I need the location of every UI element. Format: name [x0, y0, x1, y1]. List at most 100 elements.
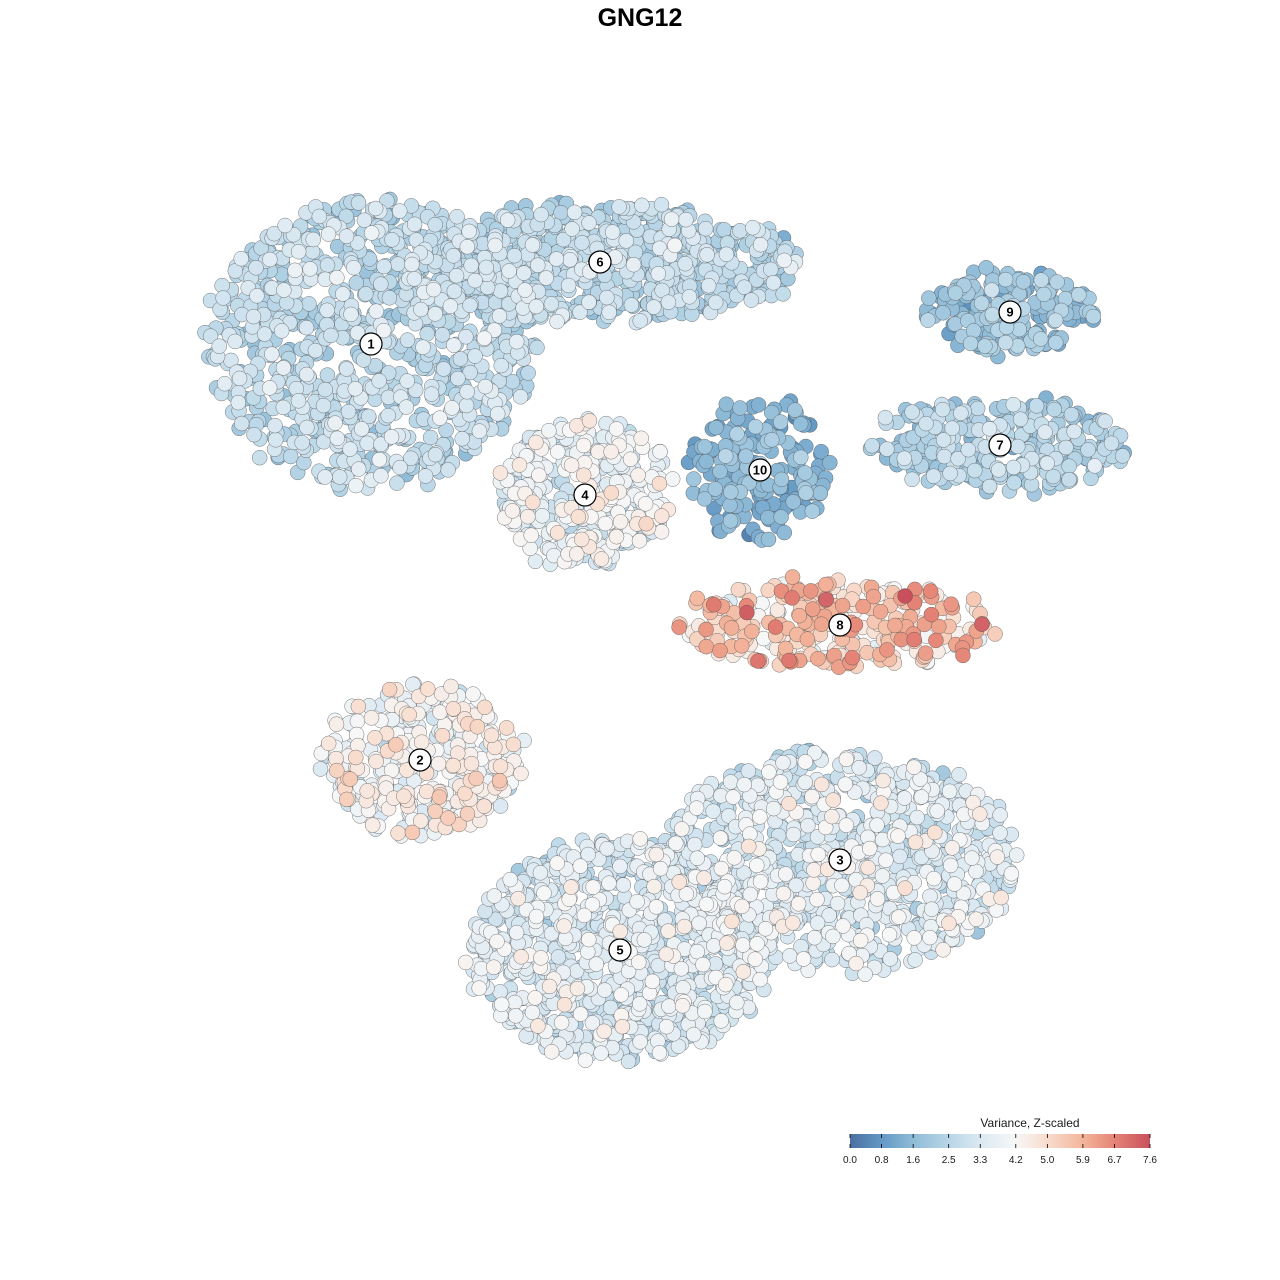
cell-point — [463, 755, 480, 772]
cell-point — [566, 204, 583, 221]
cell-point — [795, 951, 812, 967]
cell-point — [427, 306, 443, 322]
cell-point — [644, 973, 661, 990]
cell-point — [944, 420, 960, 436]
cell-point — [249, 288, 265, 304]
cell-point — [572, 858, 589, 874]
cell-point — [752, 236, 769, 253]
cell-point — [761, 764, 777, 780]
cell-point — [317, 469, 333, 485]
cell-point — [601, 875, 617, 891]
cell-point — [1015, 274, 1032, 290]
cell-point — [396, 788, 412, 804]
cell-point — [890, 828, 906, 844]
cell-point — [368, 303, 385, 319]
cell-point — [698, 453, 714, 470]
cell-point — [892, 848, 908, 865]
cell-point — [427, 216, 443, 233]
cell-point — [348, 749, 364, 766]
cell-point — [315, 397, 332, 414]
cell-point — [528, 298, 544, 315]
cell-point — [881, 926, 898, 943]
cell-point — [1087, 458, 1103, 474]
cell-point — [467, 272, 483, 289]
cell-point — [736, 776, 752, 793]
cell-point — [498, 720, 515, 736]
cell-point — [233, 250, 249, 267]
cell-point — [1071, 287, 1087, 303]
cell-point — [706, 938, 722, 954]
cell-point — [633, 430, 649, 447]
cell-point — [879, 441, 895, 457]
cell-point — [343, 306, 359, 323]
cell-point — [298, 319, 315, 336]
cell-point — [960, 441, 977, 458]
cell-point — [294, 434, 310, 451]
cell-point — [882, 951, 898, 967]
cell-point — [648, 899, 665, 915]
cell-point — [398, 399, 415, 415]
cell-point — [364, 817, 381, 833]
cell-point — [707, 481, 724, 497]
cell-point — [359, 783, 375, 799]
cell-point — [211, 338, 227, 354]
cell-point — [648, 846, 665, 863]
cell-point — [603, 485, 620, 501]
cell-point — [564, 221, 580, 237]
cell-point — [969, 400, 986, 417]
cell-point — [505, 736, 522, 753]
cell-point — [517, 282, 533, 298]
cell-point — [615, 877, 632, 893]
cell-point — [878, 852, 894, 868]
cell-point — [760, 582, 777, 599]
cell-point — [459, 806, 476, 822]
cell-point — [383, 429, 400, 445]
cell-point — [1061, 458, 1077, 474]
cell-point — [549, 313, 565, 330]
cell-point — [965, 591, 982, 607]
cell-point — [835, 918, 851, 934]
cell-point — [997, 334, 1014, 351]
cell-point — [327, 415, 343, 431]
cell-point — [550, 444, 566, 460]
cell-point — [264, 346, 280, 362]
cell-point — [909, 809, 925, 826]
cell-point — [530, 1018, 546, 1034]
cell-point — [646, 878, 662, 895]
cell-point — [838, 817, 855, 833]
cell-point — [458, 397, 475, 414]
cell-point — [525, 494, 541, 510]
points-layer — [197, 191, 1132, 1070]
cell-point — [757, 921, 774, 937]
cell-point — [290, 393, 307, 409]
cell-point — [508, 924, 525, 941]
cell-point — [384, 232, 400, 248]
cell-point — [636, 932, 653, 948]
cell-point — [461, 223, 477, 240]
cell-point — [781, 795, 797, 812]
cell-point — [536, 885, 552, 901]
cell-point — [929, 803, 945, 819]
cell-point — [342, 771, 358, 787]
cell-point — [793, 449, 809, 466]
cell-point — [427, 446, 444, 463]
cell-point — [311, 208, 328, 225]
cell-point — [677, 255, 693, 272]
cell-point — [989, 849, 1006, 865]
cell-point — [275, 360, 292, 376]
cell-point — [646, 299, 662, 315]
cell-point — [491, 308, 508, 324]
cell-point — [723, 484, 739, 500]
cell-point — [541, 422, 557, 439]
cell-point — [261, 380, 278, 396]
cell-point — [581, 413, 598, 429]
cell-point — [718, 246, 735, 263]
cell-point — [390, 256, 406, 272]
cell-point — [353, 421, 370, 437]
cell-point — [508, 1008, 524, 1024]
cell-point — [725, 789, 741, 805]
cell-point — [922, 929, 938, 946]
cell-point — [612, 923, 628, 940]
cell-point — [967, 462, 983, 479]
